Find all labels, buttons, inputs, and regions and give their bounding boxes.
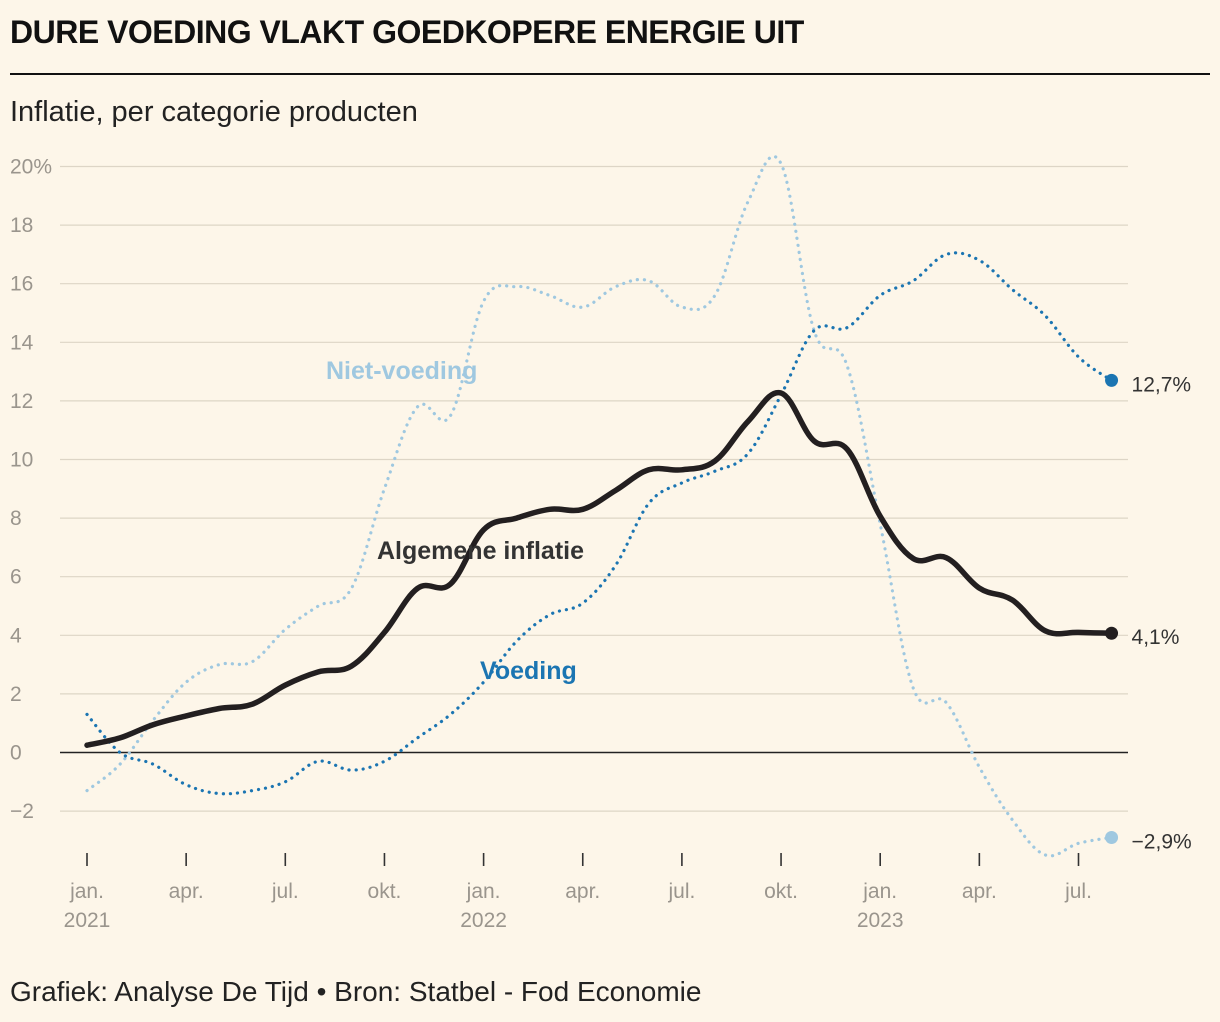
series-end-point-algemene-inflatie <box>1105 626 1119 640</box>
x-tick-label: jul. <box>271 880 299 903</box>
y-tick-label: −2 <box>10 800 34 823</box>
x-tick-label: jul. <box>667 880 695 903</box>
y-tick-label: 2 <box>10 683 22 706</box>
series-name-label-algemene-inflatie: Algemene inflatie <box>377 537 584 565</box>
y-tick-label: 18 <box>10 214 33 237</box>
y-tick-label: 10 <box>10 449 33 472</box>
x-tick-label: jan. <box>69 880 104 903</box>
x-tick-label: okt. <box>368 880 402 903</box>
x-tick-year-label: 2021 <box>64 909 111 932</box>
y-tick-label: 12 <box>10 390 33 413</box>
x-tick-label: jan. <box>862 880 897 903</box>
y-tick-label: 4 <box>10 624 22 647</box>
end-value-label-algemene-inflatie: 4,1% <box>1132 626 1180 649</box>
y-tick-label: 16 <box>10 273 33 296</box>
series-line-voeding <box>85 251 1114 796</box>
x-tick-label: apr. <box>565 880 600 903</box>
chart-title: DURE VOEDING VLAKT GOEDKOPERE ENERGIE UI… <box>10 14 804 50</box>
grid-layer <box>60 165 1128 812</box>
chart-subtitle: Inflatie, per categorie producten <box>10 96 418 128</box>
chart-source: Grafiek: Analyse De Tijd • Bron: Statbel… <box>10 976 702 1007</box>
series-line-niet-voeding <box>85 154 1114 858</box>
end-value-label-voeding: 12,7% <box>1132 373 1192 396</box>
series-end-point-voeding <box>1105 373 1119 387</box>
series-layer <box>84 154 1119 858</box>
y-tick-label: 20% <box>10 156 52 179</box>
series-end-point-niet-voeding <box>1105 830 1119 844</box>
series-line-algemene-inflatie <box>84 389 1115 748</box>
x-axis-ticks: jan. 2021 apr. jul. okt. jan. 2022 apr. jul. okt.… <box>64 853 1092 932</box>
series-name-label-niet-voeding: Niet-voeding <box>326 357 477 385</box>
end-value-label-niet-voeding: −2,9% <box>1132 830 1192 853</box>
y-tick-label: 0 <box>10 742 22 765</box>
y-tick-label: 14 <box>10 331 34 354</box>
series-name-label-voeding: Voeding <box>480 657 577 685</box>
x-tick-label: apr. <box>169 880 204 903</box>
x-tick-label: okt. <box>764 880 798 903</box>
title-divider <box>10 73 1210 75</box>
x-tick-year-label: 2023 <box>857 909 904 932</box>
y-axis-ticks: −2 0 2 4 6 8 10 12 14 16 18 20% <box>10 156 52 824</box>
y-tick-label: 6 <box>10 566 22 589</box>
x-tick-year-label: 2022 <box>460 909 507 932</box>
x-tick-label: apr. <box>962 880 997 903</box>
x-tick-label: jul. <box>1064 880 1092 903</box>
series-labels: −2,9% Niet-voeding 12,7% Voeding 4,1% Algemen… <box>326 357 1192 853</box>
y-tick-label: 8 <box>10 507 22 530</box>
x-tick-label: jan. <box>466 880 501 903</box>
